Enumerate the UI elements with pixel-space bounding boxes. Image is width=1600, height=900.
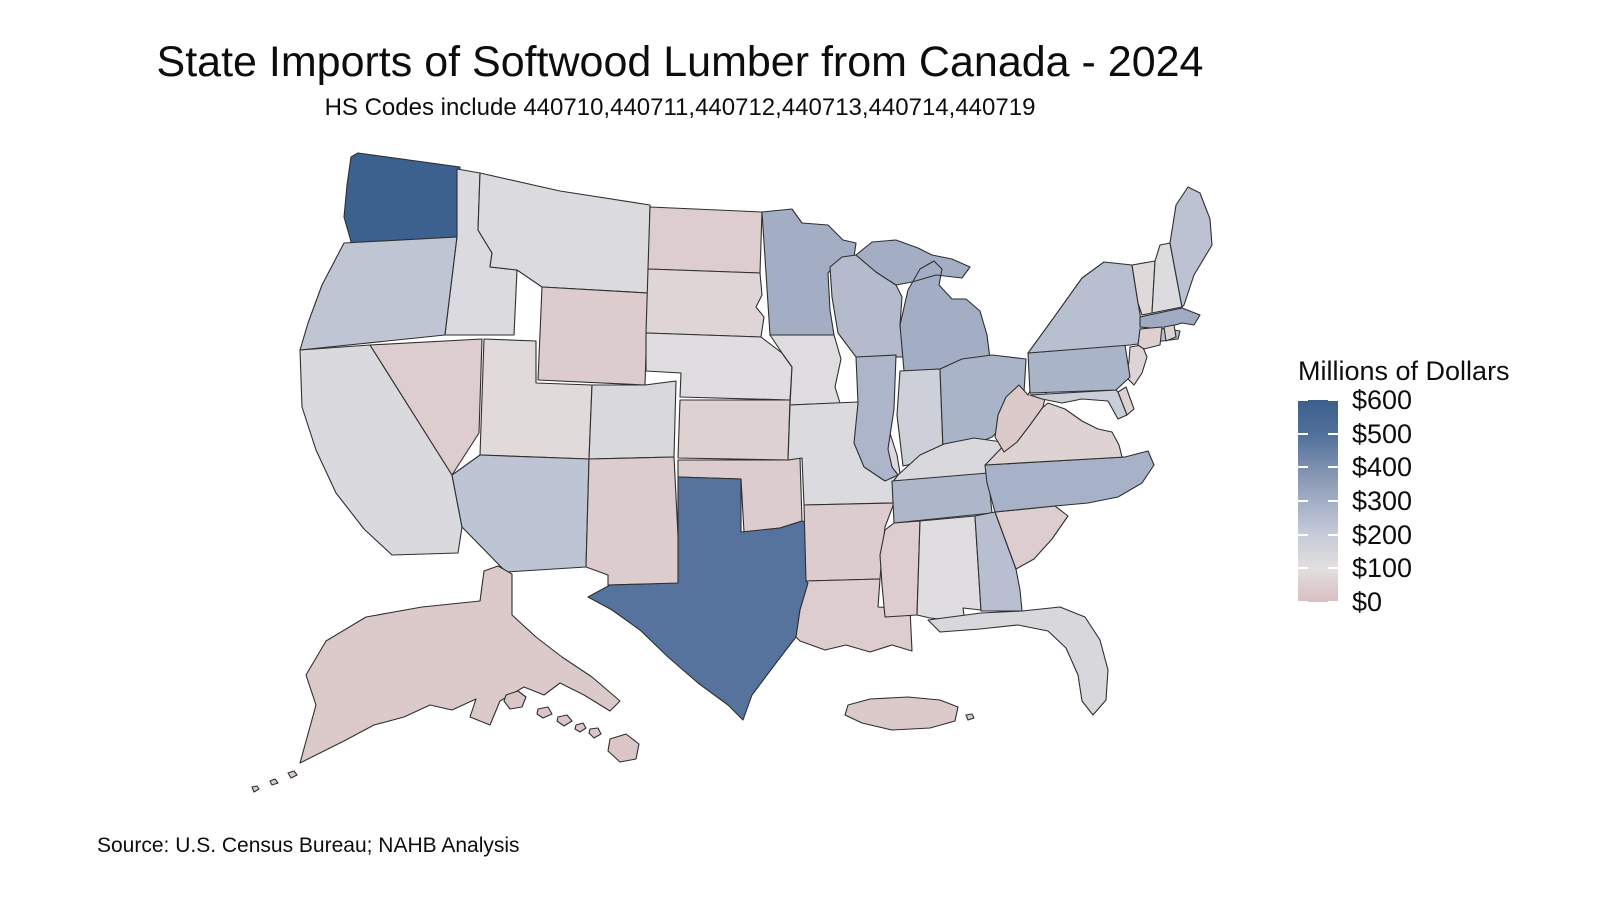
state-or: Oregon: [299, 236, 458, 351]
legend-tick-mark: [1328, 500, 1338, 502]
state-ak: Alaska: [251, 565, 621, 793]
state-me: Maine: [1169, 186, 1213, 308]
state-hi: Hawaii: [503, 690, 640, 763]
legend-tick-label: $400: [1352, 452, 1413, 483]
legend-tick-mark: [1328, 432, 1338, 435]
state-ma: Massachusetts: [1139, 307, 1201, 330]
legend-tick-label: $500: [1352, 418, 1413, 449]
legend-tick-label: $600: [1352, 385, 1413, 415]
state-fl: Florida: [927, 606, 1109, 716]
legend-tick-mark: [1298, 567, 1308, 570]
legend-tick-mark: [1298, 432, 1308, 435]
state-vt: Vermont: [1131, 260, 1156, 316]
state-pr: Puerto Rico: [844, 696, 975, 731]
state-nj: New Jersey: [1125, 344, 1148, 386]
state-co: Colorado: [588, 380, 677, 460]
chart-subtitle: HS Codes include 440710,440711,440712,44…: [324, 94, 1036, 121]
state-wy: Wyoming: [537, 286, 649, 386]
legend-title: Millions of Dollars: [1298, 356, 1510, 386]
source-note: Source: U.S. Census Bureau; NAHB Analysi…: [97, 834, 520, 857]
us-map-svg: WashingtonOregonCaliforniaNevadaIdahoMon…: [251, 152, 1213, 793]
state-nc: North Carolina: [984, 450, 1155, 513]
legend-tick-mark: [1298, 533, 1308, 536]
legend-tick-label: $200: [1352, 519, 1413, 550]
legend-tick-mark: [1298, 399, 1308, 401]
chart-title: State Imports of Softwood Lumber from Ca…: [156, 38, 1204, 86]
legend-tick-mark: [1328, 567, 1338, 570]
state-tx: Texas: [587, 476, 817, 721]
state-wv: West Virginia: [994, 378, 1049, 453]
state-de: Delaware: [1117, 386, 1135, 416]
legend-tick-mark: [1328, 466, 1338, 469]
state-nv: Nevada: [369, 338, 483, 476]
legend-tick-label: $100: [1352, 553, 1413, 584]
state-mt: Montana: [477, 172, 651, 294]
color-legend: Millions of Dollars $600 $500 $400 $300 $200…: [1260, 356, 1560, 636]
state-ms: Mississippi: [879, 520, 921, 618]
legend-tick-mark: [1298, 500, 1308, 502]
state-sd: South Dakota: [645, 268, 765, 338]
state-md: Maryland: [1029, 389, 1128, 420]
state-nd: North Dakota: [647, 206, 763, 274]
legend-tick-mark: [1298, 601, 1308, 603]
state-al: Alabama: [916, 515, 982, 623]
state-ct: Connecticut: [1137, 326, 1163, 350]
legend-tick-label: $0: [1352, 587, 1383, 617]
us-choropleth-map: WashingtonOregonCaliforniaNevadaIdahoMon…: [140, 145, 1220, 805]
legend-tick-mark: [1298, 466, 1308, 469]
state-az: Arizona: [451, 454, 590, 573]
state-ri: Rhode Island: [1163, 324, 1177, 342]
state-wa: Washington: [343, 152, 461, 246]
legend-tick-mark: [1328, 601, 1338, 603]
legend-tick-mark: [1328, 399, 1338, 401]
state-wi: Wisconsin: [829, 254, 905, 358]
state-la: Louisiana: [795, 578, 913, 653]
state-ks: Kansas: [677, 399, 791, 461]
legend-tick-label: $300: [1352, 486, 1413, 516]
legend-tick-mark: [1328, 533, 1338, 536]
